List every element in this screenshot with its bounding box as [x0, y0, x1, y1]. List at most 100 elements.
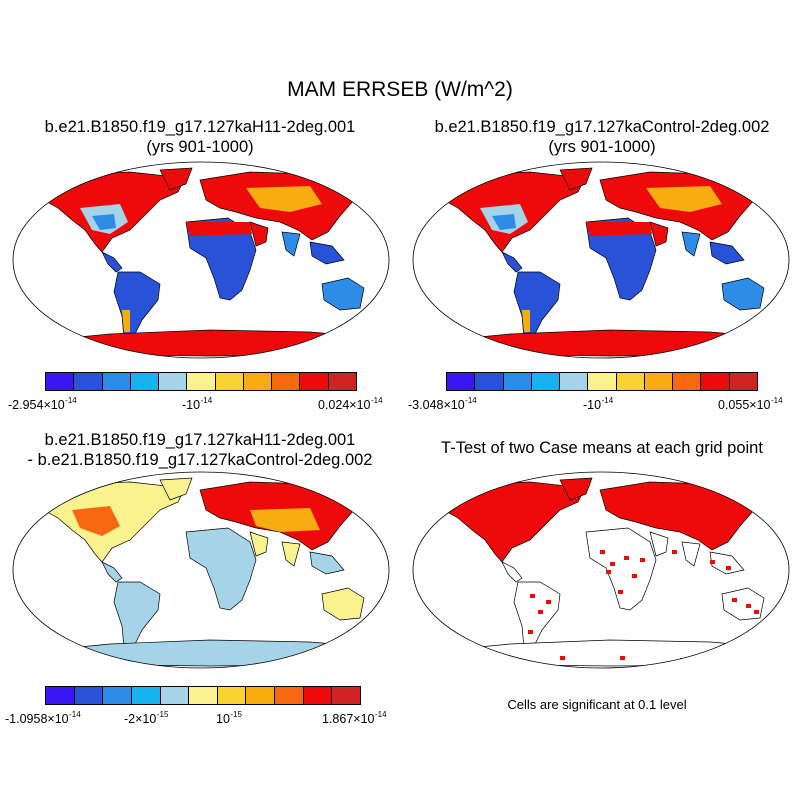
panel-title-line1: b.e21.B1850.f19_g17.127kaControl-2deg.00…	[434, 118, 770, 136]
region-central-america	[101, 561, 123, 583]
colorbar-swatch-5	[588, 373, 617, 390]
colorbar-label-low: -2×10-15	[124, 710, 169, 726]
colorbar-case1	[45, 372, 357, 391]
map-case1	[12, 161, 390, 359]
colorbar-swatch-4	[159, 373, 188, 390]
sig-cell-14	[450, 656, 455, 660]
region-south-america	[113, 581, 161, 651]
map-frame	[412, 471, 790, 669]
colorbar-diff	[45, 686, 361, 705]
region-sahara	[186, 222, 252, 236]
colorbar-label-mid: -10-14	[583, 396, 614, 412]
region-africa	[585, 527, 657, 611]
region-greenland	[159, 167, 193, 191]
region-central-america	[501, 561, 523, 583]
region-central-america	[101, 251, 123, 273]
sig-cell-10	[528, 630, 533, 634]
colorbar-swatch-2	[102, 373, 131, 390]
colorbar-label-mid: -10-14	[182, 396, 213, 412]
colorbar-swatch-1	[475, 373, 504, 390]
sig-cell-17	[620, 656, 625, 660]
colorbar-swatch-3	[130, 373, 160, 390]
region-south-america	[113, 271, 161, 341]
sig-cell-4	[618, 590, 623, 594]
region-north-america	[431, 481, 586, 563]
colorbar-swatch-10	[729, 373, 757, 390]
region-india	[281, 231, 301, 257]
colorbar-label-max: 1.867×10-14	[322, 710, 387, 726]
panel-title-line1: b.e21.B1850.f19_g17.127kaH11-2deg.001	[44, 431, 356, 449]
sig-cell-8	[538, 610, 543, 614]
colorbar-label-min: -2.954×10-14	[8, 396, 77, 412]
colorbar-swatch-7	[644, 373, 674, 390]
colorbar-swatch-3	[131, 687, 161, 704]
region-central-asia	[250, 508, 320, 532]
region-arabia	[649, 531, 669, 557]
main-title: MAM ERRSEB (W/m^2)	[287, 78, 513, 101]
region-india	[681, 541, 701, 567]
map-land-group	[27, 167, 381, 357]
colorbar-swatch-3	[531, 373, 561, 390]
colorbar-swatch-1	[74, 687, 104, 704]
colorbar-swatch-9	[300, 373, 329, 390]
region-central-asia	[246, 186, 322, 212]
sig-cell-13	[754, 610, 759, 614]
colorbar-label-high: 10-15	[216, 710, 242, 726]
colorbar-swatch-7	[243, 373, 273, 390]
region-andes	[122, 310, 130, 332]
sig-cell-0	[600, 550, 605, 554]
map-land-group	[27, 477, 381, 667]
panel-title-case2: b.e21.B1850.f19_g17.127kaControl-2deg.00…	[432, 117, 772, 157]
region-se-asia	[709, 241, 745, 265]
sig-cell-12	[746, 604, 751, 608]
colorbar-swatch-7	[246, 687, 276, 704]
colorbar-swatch-9	[701, 373, 730, 390]
region-india	[281, 541, 301, 567]
region-australia	[321, 587, 365, 621]
colorbar-swatch-0	[46, 373, 75, 390]
sig-cell-9	[546, 600, 551, 604]
panel-title-case1: b.e21.B1850.f19_g17.127kaH11-2deg.001 (y…	[40, 117, 360, 157]
region-south-america	[513, 581, 561, 651]
sig-cell-21	[710, 560, 715, 564]
region-se-asia	[709, 551, 745, 575]
map-land-group	[427, 167, 781, 357]
map-ttest	[412, 471, 790, 669]
region-south-america	[513, 271, 561, 341]
significance-note: Cells are significant at 0.1 level	[507, 697, 687, 712]
region-se-asia	[309, 241, 345, 265]
region-africa	[185, 527, 257, 611]
sig-cell-6	[640, 558, 645, 562]
region-se-asia	[309, 551, 345, 575]
sig-cell-5	[606, 570, 611, 574]
panel-title-line2: (yrs 901-1000)	[146, 138, 254, 156]
sig-cell-1	[610, 562, 615, 566]
colorbar-label-min: -3.048×10-14	[408, 396, 477, 412]
region-greenland	[559, 477, 593, 501]
region-australia	[321, 277, 365, 311]
colorbar-swatch-4	[560, 373, 589, 390]
map-frame	[12, 161, 390, 359]
region-india	[681, 231, 701, 257]
sig-cell-22	[726, 566, 731, 570]
colorbar-swatch-5	[187, 373, 216, 390]
sig-cell-7	[530, 594, 535, 598]
colorbar-label-max: 0.055×10-14	[718, 396, 783, 412]
sig-cell-2	[624, 556, 629, 560]
colorbar-swatch-0	[46, 687, 75, 704]
sig-cell-11	[732, 598, 737, 602]
colorbar-swatch-2	[503, 373, 532, 390]
colorbar-swatch-6	[616, 373, 645, 390]
sig-cell-20	[672, 550, 677, 554]
colorbar-swatch-1	[74, 373, 103, 390]
region-na-southeast	[492, 214, 516, 230]
region-greenland	[159, 477, 193, 501]
region-arabia	[249, 531, 269, 557]
region-arabia	[249, 221, 269, 247]
colorbar-label-max: 0.024×10-14	[318, 396, 383, 412]
map-frame	[412, 161, 790, 359]
colorbar-swatch-10	[332, 687, 361, 704]
sig-cell-3	[632, 574, 637, 578]
colorbar-swatch-0	[447, 373, 476, 390]
region-eurasia-north	[220, 486, 320, 510]
